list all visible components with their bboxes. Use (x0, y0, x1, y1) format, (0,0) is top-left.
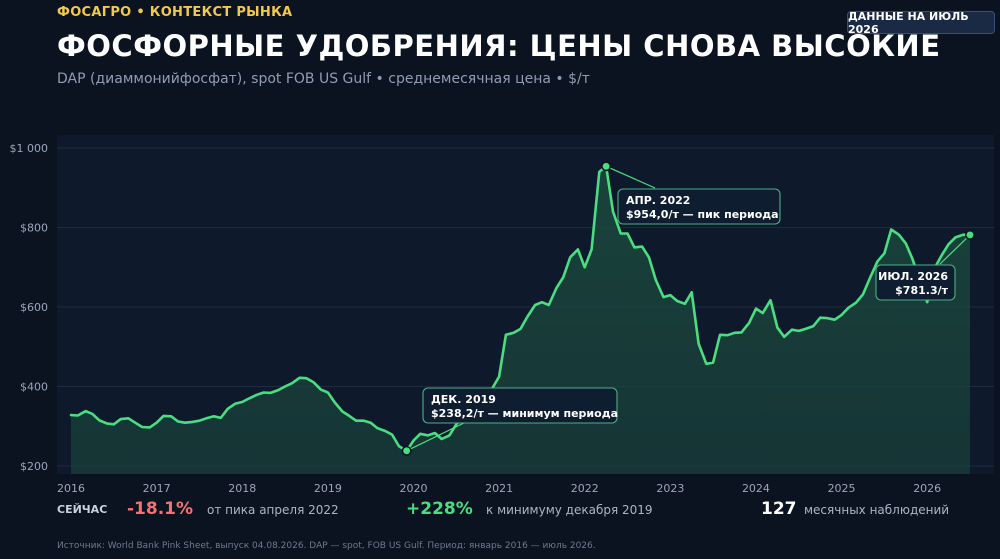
x-tick-label: 2026 (913, 482, 941, 495)
source-note: Источник: World Bank Pink Sheet, выпуск … (57, 541, 596, 551)
callout-value: $781.3/т (895, 284, 948, 297)
y-tick-label: $400 (20, 381, 48, 394)
callout-box (617, 188, 781, 225)
x-tick-label: 2018 (228, 482, 256, 495)
annotation-leader (939, 234, 971, 265)
x-tick-label: 2023 (656, 482, 684, 495)
x-tick-label: 2025 (828, 482, 856, 495)
y-tick-label: $800 (20, 222, 48, 235)
y-tick-label: $1 000 (10, 142, 49, 155)
callout-box (875, 264, 956, 301)
page-title: ФОСФОРНЫЕ УДОБРЕНИЯ: ЦЕНЫ СНОВА ВЫСОКИЕ (57, 29, 941, 63)
data-date-badge: ДАННЫЕ НА ИЮЛЬ 2026 (847, 10, 995, 36)
annotation-leader (605, 165, 656, 189)
callout-title: ИЮЛ. 2026 (878, 270, 948, 283)
x-tick-label: 2022 (571, 482, 599, 495)
price-area (71, 166, 970, 475)
current-callout: ИЮЛ. 2026$781.3/т (875, 264, 956, 301)
x-tick-label: 2017 (143, 482, 171, 495)
min-callout: ДЕК. 2019$238,2/т — минимум периода (422, 387, 618, 424)
current-marker (965, 229, 975, 240)
x-tick-label: 2021 (485, 482, 513, 495)
x-tick-label: 2016 (57, 482, 85, 495)
callout-title: ДЕК. 2019 (431, 393, 496, 406)
kicker-label: ФОСАГРО • КОНТЕКСТ РЫНКА (57, 5, 293, 20)
x-tick-label: 2019 (314, 482, 342, 495)
page-subtitle: DAP (диаммонийфосфат), spot FOB US Gulf … (57, 71, 590, 87)
callout-box (422, 387, 618, 424)
callout-value: $954,0/т — пик периода (626, 208, 779, 221)
callout-title: АПР. 2022 (626, 194, 690, 207)
y-tick-label: $200 (20, 460, 48, 473)
callout-value: $238,2/т — минимум периода (431, 407, 618, 420)
y-tick-label: $600 (20, 301, 48, 314)
peak-callout: АПР. 2022$954,0/т — пик периода (617, 188, 781, 225)
min-marker (401, 445, 412, 456)
price-line (69, 165, 972, 453)
x-tick-label: 2024 (742, 482, 770, 495)
annotation-leader (406, 421, 467, 452)
peak-marker (601, 161, 612, 172)
x-tick-label: 2020 (399, 482, 427, 495)
